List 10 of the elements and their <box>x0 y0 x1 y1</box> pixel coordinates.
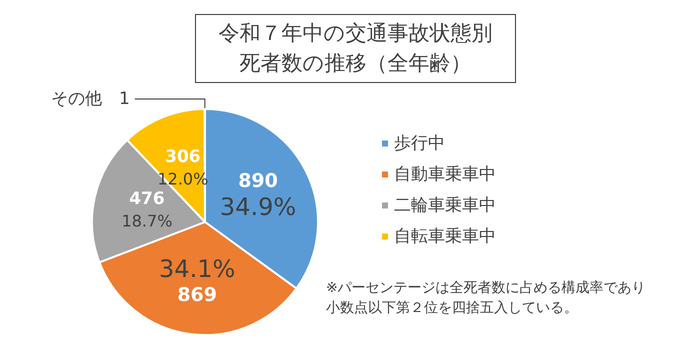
data-label: 34.1% 869 <box>159 254 236 306</box>
chart-title: 令和７年中の交通事故状態別死者数の推移（全年齢） <box>218 22 492 75</box>
data-label: 890 34.9% <box>220 170 296 222</box>
legend-label: 自動車乗車中 <box>394 164 496 184</box>
legend-label: 自転車乗車中 <box>394 226 496 246</box>
data-label: 476 18.7% <box>122 188 172 230</box>
data-label: その他 1 <box>51 89 130 109</box>
legend-label: 二輪車乗車中 <box>394 196 496 216</box>
legend-label: 歩行中 <box>394 134 445 154</box>
text: ※パーセンテージは全死者数に占める構成率であり小数点以下第２位を四捨五入している。 <box>326 280 646 316</box>
